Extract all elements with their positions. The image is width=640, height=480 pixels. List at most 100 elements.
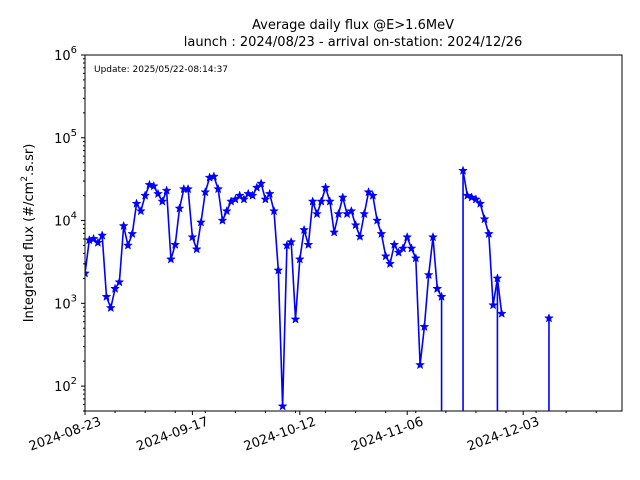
data-point-marker bbox=[462, 190, 473, 200]
series-line bbox=[462, 170, 503, 314]
y-axis-label: Integrated flux (#/cm2.s.sr) bbox=[20, 144, 37, 323]
data-point-marker bbox=[359, 208, 370, 219]
data-point-marker bbox=[157, 196, 168, 206]
data-point-marker bbox=[294, 254, 305, 264]
chart-subtitle: launch : 2024/08/23 - arrival on-station… bbox=[184, 35, 522, 50]
data-point-marker bbox=[389, 239, 400, 249]
data-point-marker bbox=[196, 217, 206, 227]
x-tick-label: 2024-10-12 bbox=[242, 415, 318, 455]
data-point-marker bbox=[127, 228, 138, 239]
x-tick-label: 2024-12-03 bbox=[465, 415, 541, 455]
data-point-marker bbox=[410, 253, 421, 263]
data-point-marker bbox=[367, 190, 378, 200]
data-point-marker bbox=[376, 228, 387, 239]
data-point-marker bbox=[419, 321, 430, 332]
y-tick-label-exp: 4 bbox=[71, 211, 77, 222]
data-point-marker bbox=[466, 192, 477, 202]
data-point-marker bbox=[88, 233, 99, 244]
y-axis-label-sup: 2 bbox=[20, 176, 30, 182]
y-tick-label-base: 10 bbox=[54, 215, 71, 230]
y-tick-label: 104 bbox=[54, 211, 77, 230]
data-point-marker bbox=[131, 198, 142, 208]
data-point-marker bbox=[247, 190, 258, 200]
data-point-marker bbox=[402, 231, 413, 242]
data-point-marker bbox=[470, 194, 481, 204]
data-point-marker bbox=[346, 205, 357, 216]
chart-title: Average daily flux @E>1.6MeV bbox=[252, 18, 454, 33]
data-point-marker bbox=[110, 283, 121, 293]
data-point-marker bbox=[165, 254, 176, 264]
data-point-marker bbox=[479, 213, 490, 224]
data-point-marker bbox=[316, 196, 327, 206]
data-point-marker bbox=[140, 190, 151, 200]
x-tick-label: 2024-08-23 bbox=[27, 415, 103, 455]
data-point-marker bbox=[123, 240, 133, 250]
data-point-marker bbox=[269, 205, 279, 216]
y-tick-label: 103 bbox=[54, 293, 77, 312]
data-point-marker bbox=[488, 299, 499, 310]
data-point-marker bbox=[234, 190, 245, 200]
data-point-marker bbox=[483, 228, 494, 239]
data-point-marker bbox=[114, 276, 125, 287]
data-point-marker bbox=[153, 188, 163, 199]
data-point-marker bbox=[213, 183, 224, 194]
data-point-marker bbox=[105, 302, 116, 313]
data-point-marker bbox=[260, 194, 271, 204]
y-axis-label-rest: .s.sr) bbox=[22, 144, 37, 176]
data-point-marker bbox=[92, 237, 103, 247]
y-tick-label-exp: 5 bbox=[71, 128, 77, 139]
data-point-marker bbox=[475, 198, 486, 208]
x-tick-label: 2024-09-17 bbox=[135, 415, 211, 455]
data-point-marker bbox=[406, 243, 417, 253]
plot-area: Update: 2025/05/22-08:14:37 bbox=[84, 54, 623, 412]
data-point-marker bbox=[290, 314, 301, 324]
y-tick-label-base: 10 bbox=[54, 49, 71, 64]
data-point-marker bbox=[337, 192, 348, 202]
data-point-marker bbox=[118, 220, 129, 231]
y-tick-label: 105 bbox=[54, 128, 77, 147]
data-point-marker bbox=[432, 283, 443, 293]
data-point-marker bbox=[299, 224, 310, 235]
data-point-marker bbox=[307, 196, 318, 206]
data-point-marker bbox=[264, 188, 275, 199]
data-point-marker bbox=[415, 359, 426, 370]
data-point-marker bbox=[161, 185, 172, 195]
data-point-marker bbox=[496, 308, 507, 318]
data-point-marker bbox=[329, 227, 340, 237]
data-point-marker bbox=[324, 196, 335, 206]
y-tick-label-base: 10 bbox=[54, 380, 71, 395]
data-point-marker bbox=[286, 236, 297, 247]
data-point-marker bbox=[303, 239, 314, 249]
data-point-marker bbox=[350, 219, 361, 230]
flux-series bbox=[85, 165, 554, 411]
data-point-marker bbox=[492, 273, 503, 283]
data-point-marker bbox=[273, 265, 284, 275]
plot-frame bbox=[84, 54, 623, 412]
data-point-marker bbox=[458, 165, 469, 175]
data-point-marker bbox=[183, 183, 194, 194]
x-axis: 2024-08-23 2024-09-17 2024-10-12 2024-11-06… bbox=[27, 411, 597, 455]
x-tick-label: 2024-11-06 bbox=[349, 415, 425, 455]
data-point-marker bbox=[85, 268, 90, 278]
data-point-marker bbox=[144, 179, 155, 190]
y-tick-label-exp: 3 bbox=[71, 293, 77, 304]
data-point-marker bbox=[380, 251, 391, 261]
data-point-marker bbox=[187, 231, 198, 242]
data-point-marker bbox=[221, 205, 232, 216]
data-point-marker bbox=[170, 239, 181, 249]
data-point-marker bbox=[423, 269, 434, 280]
data-point-marker bbox=[200, 186, 211, 197]
data-point-marker bbox=[101, 291, 112, 301]
data-point-marker bbox=[174, 203, 185, 213]
data-point-marker bbox=[135, 205, 146, 216]
y-tick-label-exp: 2 bbox=[71, 376, 77, 387]
data-point-marker bbox=[544, 313, 554, 323]
data-point-marker bbox=[312, 208, 322, 219]
data-point-marker bbox=[428, 231, 438, 242]
data-point-marker bbox=[397, 243, 408, 253]
data-point-marker bbox=[148, 180, 159, 191]
data-point-marker bbox=[372, 215, 383, 225]
y-tick-label-base: 10 bbox=[54, 297, 71, 312]
